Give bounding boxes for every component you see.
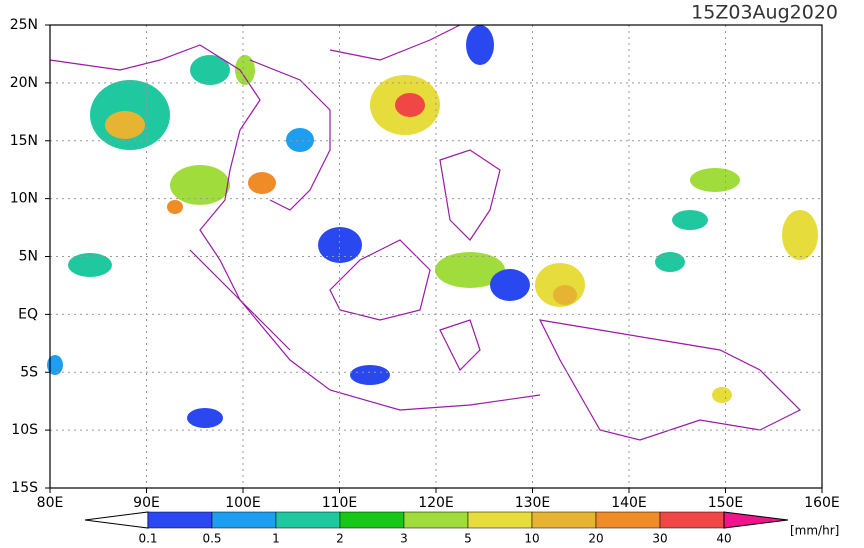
precipitation-field [47,25,818,428]
colorbar-swatch [467,511,533,529]
lat-label: EQ [18,306,38,322]
lon-label: 100E [225,495,261,511]
colorbar-swatch [339,511,405,529]
grid [50,25,822,488]
colorbar-swatch [531,511,597,529]
lat-label: 10S [11,422,38,438]
colorbar-label: 1 [272,532,280,545]
colorbar-label: 20 [588,532,603,545]
lat-label: 5S [20,364,38,380]
lat-label: 20N [10,75,38,91]
colorbar: 0.1 0.5 1 2 3 5 10 20 30 40 [84,511,789,546]
lon-label: 120E [418,495,454,511]
lat-label: 15S [11,480,38,496]
lon-label: 80E [37,495,64,511]
colorbar-label: 2 [336,532,344,545]
colorbar-over [723,511,789,529]
colorbar-swatch [595,511,661,529]
colorbar-label: 5 [464,532,472,545]
colorbar-label: 30 [652,532,667,545]
lat-label: 10N [10,191,38,207]
lat-label: 5N [19,249,38,265]
colorbar-label: 0.1 [138,532,157,545]
colorbar-swatch [275,511,341,529]
lon-label: 160E [804,495,840,511]
colorbar-unit: [mm/hr] [790,524,839,538]
colorbar-swatch [147,511,213,529]
lon-label: 140E [611,495,647,511]
lat-label: 25N [10,17,38,33]
coastlines [49,24,802,441]
colorbar-swatch [211,511,277,529]
lat-label: 15N [10,133,38,149]
colorbar-label: 10 [524,532,539,545]
colorbar-label: 40 [716,532,731,545]
colorbar-label: 0.5 [202,532,221,545]
colorbar-swatch [659,511,725,529]
colorbar-label: 3 [400,532,408,545]
lon-label: 90E [133,495,160,511]
lon-label: 130E [515,495,551,511]
colorbar-swatch [403,511,469,529]
lon-label: 110E [322,495,358,511]
map-title: 15Z03Aug2020 [691,2,838,24]
lon-label: 150E [708,495,744,511]
